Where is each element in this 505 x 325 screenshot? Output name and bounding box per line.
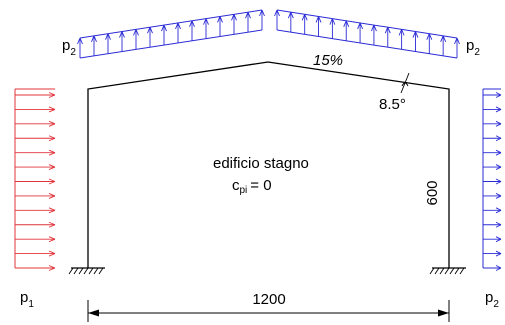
right-roof-suction-load [274, 9, 460, 59]
load-top-line [276, 9, 458, 39]
left-roof-suction-load [77, 9, 265, 59]
p1-label: p1 [20, 289, 34, 310]
load-top-line [79, 9, 263, 39]
p2-right-label: p2 [485, 289, 499, 310]
p2-roof-right-label: p2 [466, 37, 480, 58]
span-dimension-line [87, 300, 450, 322]
height-dimension-label: 600 [424, 180, 441, 205]
right-fixed-support [429, 267, 466, 275]
left-fixed-support [68, 267, 105, 275]
portal-frame [87, 61, 450, 268]
right-wall-suction-load [482, 88, 502, 271]
angle-marker [400, 72, 410, 94]
left-wall-pressure-load [14, 88, 56, 271]
arrowhead-icon [88, 309, 99, 317]
p2-roof-left-label: p2 [62, 37, 76, 58]
building-note: edificio stagno [213, 155, 309, 172]
cpi-label: cpi = 0 [232, 177, 272, 196]
roof-slope-label: 15% [313, 52, 343, 69]
arrowhead-icon [438, 309, 449, 317]
roof-angle-label: 8.5° [379, 96, 406, 113]
span-dimension-label: 1200 [252, 291, 285, 308]
